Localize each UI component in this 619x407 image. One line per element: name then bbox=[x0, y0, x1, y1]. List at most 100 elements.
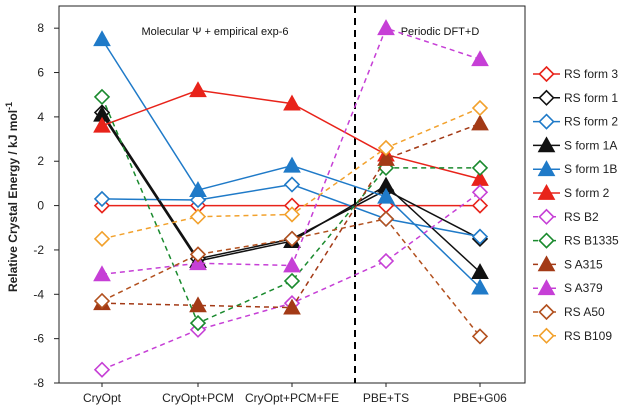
y-axis: -8 -6 -4 -2 0 2 4 6 8 bbox=[33, 21, 59, 390]
data-point bbox=[377, 139, 395, 157]
data-point bbox=[189, 81, 207, 98]
legend-marker bbox=[538, 208, 555, 225]
legend-entry: RS form 1 bbox=[533, 89, 618, 106]
data-point bbox=[471, 228, 489, 245]
data-point bbox=[471, 278, 489, 295]
legend-entry: RS B109 bbox=[533, 327, 612, 344]
region-label-periodic: Periodic DFT+D bbox=[401, 26, 480, 38]
series-s-form-1a bbox=[93, 105, 489, 280]
data-point bbox=[189, 246, 207, 263]
legend-entry: RS B2 bbox=[533, 208, 599, 225]
y-tick-label: 2 bbox=[37, 154, 44, 168]
data-point bbox=[93, 230, 111, 247]
y-tick-label: 4 bbox=[37, 110, 44, 124]
data-point bbox=[471, 197, 489, 214]
legend-label: S form 1A bbox=[564, 138, 617, 152]
data-point bbox=[283, 272, 301, 290]
data-point bbox=[93, 292, 111, 310]
series-rs-b109 bbox=[93, 99, 489, 247]
legend: RS form 3 RS form 1 RS form 2 S form 1A S fo… bbox=[533, 65, 619, 344]
x-axis: CryOpt CryOpt+PCM CryOpt+PCM+FE PBE+TS PBE+G… bbox=[83, 383, 507, 405]
legend-label: S A379 bbox=[564, 281, 603, 295]
y-tick-label: 0 bbox=[37, 199, 44, 213]
legend-label: RS B109 bbox=[564, 329, 612, 343]
legend-entry: S form 2 bbox=[533, 183, 610, 200]
legend-marker bbox=[538, 113, 555, 130]
y-tick-label: -8 bbox=[33, 376, 44, 390]
x-tick-label: CryOpt+PCM bbox=[162, 391, 234, 405]
y-tick-label: -2 bbox=[33, 243, 44, 257]
data-point bbox=[471, 50, 489, 67]
legend-marker bbox=[538, 303, 555, 321]
data-point bbox=[189, 314, 207, 332]
data-point bbox=[189, 181, 207, 197]
data-point bbox=[283, 156, 301, 173]
legend-label: S form 1B bbox=[564, 162, 617, 176]
legend-marker bbox=[537, 255, 556, 272]
y-tick-label: -4 bbox=[33, 287, 44, 301]
data-point bbox=[377, 149, 395, 166]
data-point bbox=[471, 159, 489, 177]
data-point bbox=[471, 184, 489, 201]
data-point bbox=[283, 230, 301, 247]
x-tick-label: CryOpt+PCM+FE bbox=[245, 391, 339, 405]
legend-label: RS B2 bbox=[564, 210, 599, 224]
x-tick-label: PBE+G06 bbox=[453, 391, 507, 405]
plot-area: Molecular Ψ + empirical exp-6 Periodic D… bbox=[33, 5, 526, 405]
series-line bbox=[101, 96, 480, 325]
region-label-molecular: Molecular Ψ + empirical exp-6 bbox=[141, 26, 288, 38]
legend-marker bbox=[538, 89, 555, 106]
legend-entry: RS B1335 bbox=[533, 232, 619, 249]
data-point bbox=[93, 88, 111, 106]
y-axis-title-superscript: -1 bbox=[4, 102, 14, 110]
legend-entry: RS A50 bbox=[533, 303, 605, 321]
legend-marker bbox=[537, 183, 556, 200]
data-point bbox=[377, 187, 395, 204]
data-point bbox=[93, 361, 111, 378]
data-point bbox=[93, 190, 111, 208]
x-tick-label: PBE+TS bbox=[363, 391, 409, 405]
data-point bbox=[471, 99, 489, 117]
series-rs-b1335 bbox=[93, 88, 489, 332]
data-point bbox=[471, 114, 489, 131]
legend-entry: S A379 bbox=[533, 279, 603, 296]
legend-marker bbox=[537, 160, 556, 177]
legend-marker bbox=[538, 232, 555, 249]
data-point bbox=[93, 265, 111, 282]
data-point bbox=[283, 206, 301, 223]
data-point bbox=[471, 263, 489, 280]
data-point bbox=[377, 210, 395, 228]
data-point bbox=[93, 30, 111, 47]
data-point bbox=[189, 296, 207, 313]
series-rs-a50 bbox=[93, 210, 489, 345]
series-s-form-1b bbox=[93, 30, 489, 295]
legend-entry: RS form 2 bbox=[533, 113, 618, 130]
data-point bbox=[283, 176, 301, 193]
data-point bbox=[189, 191, 207, 209]
series-layer bbox=[93, 19, 489, 378]
legend-marker bbox=[537, 136, 556, 153]
y-tick-label: 6 bbox=[37, 66, 44, 80]
y-axis-title: Relative Crystal Energy / kJ mol-1 bbox=[4, 102, 20, 292]
x-tick-label: CryOpt bbox=[83, 391, 122, 405]
legend-label: RS form 2 bbox=[564, 115, 618, 129]
data-point bbox=[471, 328, 489, 345]
data-point bbox=[377, 19, 395, 36]
plot-frame bbox=[58, 5, 526, 384]
legend-entry: RS form 3 bbox=[533, 65, 618, 83]
data-point bbox=[377, 252, 395, 270]
data-point bbox=[189, 208, 207, 225]
data-point bbox=[283, 94, 301, 111]
legend-marker bbox=[538, 65, 555, 83]
legend-label: RS A50 bbox=[564, 305, 605, 319]
data-point bbox=[283, 256, 301, 273]
y-tick-label: -6 bbox=[33, 332, 44, 346]
legend-entry: S form 1B bbox=[533, 160, 617, 177]
y-tick-label: 8 bbox=[37, 21, 44, 35]
legend-marker bbox=[537, 279, 556, 296]
legend-label: S A315 bbox=[564, 257, 603, 271]
legend-entry: S form 1A bbox=[533, 136, 617, 153]
data-point bbox=[93, 116, 111, 133]
legend-label: RS B1335 bbox=[564, 234, 619, 248]
